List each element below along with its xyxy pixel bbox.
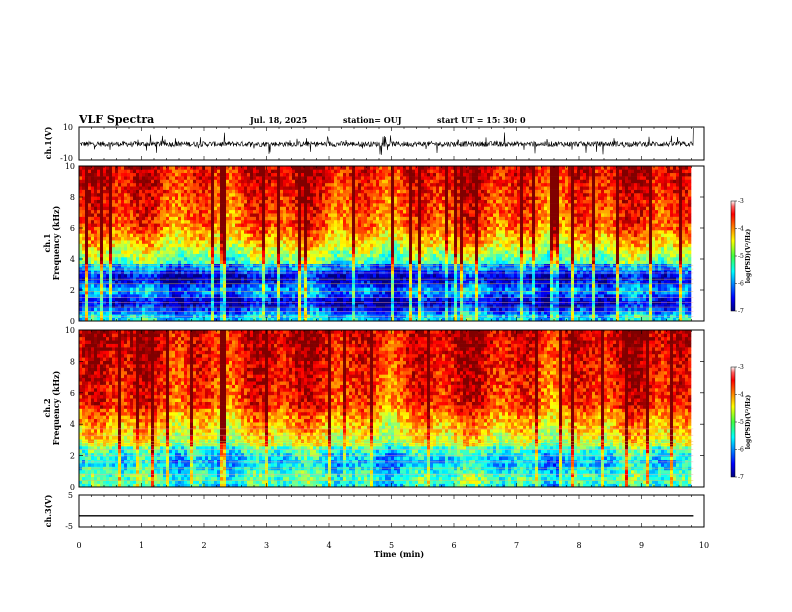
time-tick-label: 4 [326,541,331,550]
freq-tick-label: 8 [70,357,75,366]
freq-tick-label: 6 [70,389,75,398]
ch3-ylabel: ch.3(V) [43,494,53,527]
freq-tick-label: 10 [65,326,75,335]
ch2-spectrogram-image [79,330,704,487]
time-tick-label: 7 [514,541,519,550]
freq-tick-label: 2 [70,452,75,461]
time-tick-label: 3 [264,541,269,550]
time-tick-label: 10 [699,541,709,550]
ch1-ytick-top: 10 [63,123,73,132]
colorbar-tick-label: -6 [738,447,744,454]
time-tick-label: 1 [139,541,144,550]
colorbar-tick-label: -6 [738,281,744,288]
freq-tick-label: 8 [70,193,75,202]
time-tick-label: 0 [76,541,81,550]
freq-tick-label: 10 [65,162,75,171]
colorbar-tick-label: -7 [738,474,744,481]
ch1-spectrogram-image [79,166,704,321]
chart-title: VLF Spectra [78,113,154,126]
station-label: station= OUJ [343,115,402,125]
ch3-ytick-bottom: -5 [65,522,73,531]
freq-tick-label: 4 [70,420,75,429]
date-label: Jul. 18, 2025 [249,115,307,125]
time-tick-label: 2 [201,541,206,550]
freq-tick-label: 0 [70,317,75,326]
colorbar-tick-label: -7 [738,308,744,315]
colorbar-tick-label: -5 [738,253,744,260]
ch2-colorbar [731,367,735,477]
ch3-ytick-top: 5 [68,491,73,500]
ch3-waveform-frame [79,495,704,527]
ch3-waveform-panel: 5 -5 ch.3(V) [43,491,704,531]
ch2-spec-ylabel-frequency: Frequency (kHz) [51,370,61,445]
colorbar-tick-label: -4 [738,226,744,233]
ch1-waveform-panel: 10 -10 ch.1(V) [43,123,704,163]
time-tick-label: 8 [576,541,581,550]
freq-tick-label: 4 [70,255,75,264]
time-tick-label: 6 [451,541,456,550]
freq-tick-label: 2 [70,286,75,295]
colorbar-tick-label: -4 [738,392,744,399]
time-tick-label: 9 [639,541,644,550]
colorbar-tick-label: -3 [738,364,744,371]
ch1-spec-ylabel-frequency: Frequency (kHz) [51,205,61,280]
time-axis-label: Time (min) [374,549,424,559]
colorbar-tick-label: -5 [738,419,744,426]
ch1-colorbar-label: log(PSD)(V²/Hz) [745,229,752,284]
ch1-ylabel: ch.1(V) [43,126,53,159]
ch2-colorbar-label: log(PSD)(V²/Hz) [745,395,752,450]
ch1-colorbar [731,201,735,311]
freq-tick-label: 6 [70,224,75,233]
colorbar-tick-label: -3 [738,198,744,205]
start-time-label: start UT = 15: 30: 0 [437,115,526,125]
